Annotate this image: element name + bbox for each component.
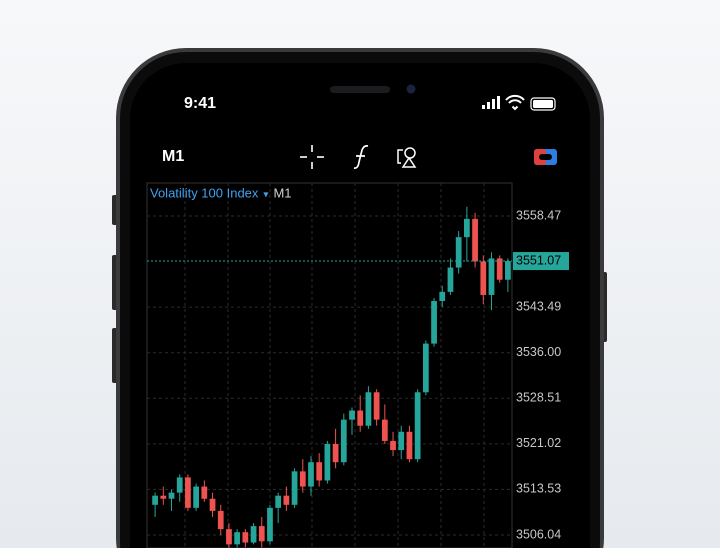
candle-body [226,529,232,545]
candle-body [324,443,331,481]
candle-body [505,261,511,280]
candle-body [217,510,224,530]
candle-body [422,343,429,393]
y-tick-label: 3528.51 [516,391,561,405]
timeframe-button[interactable]: M1 [162,148,184,165]
candle-body [496,258,503,280]
candle-body [464,218,470,238]
candle-body [234,532,241,545]
indicator-icon[interactable] [353,144,369,169]
candle-body [152,495,158,505]
battery-level [533,100,553,108]
candle-body [275,495,282,508]
chart-panel [146,182,513,549]
candle-body [168,492,175,499]
candle-body [381,419,388,441]
candle-body [185,477,191,508]
candle-body [242,532,249,543]
candle-body [349,410,355,420]
y-tick-label: 3506.04 [516,527,561,541]
signal-icon [482,96,500,109]
objects-icon[interactable] [397,147,417,168]
crosshair-icon[interactable] [300,145,324,169]
y-tick-label: 3558.47 [516,208,561,222]
status-time: 9:41 [184,95,216,112]
toggle-knob [539,154,552,160]
speaker [330,86,390,93]
candle-body [455,237,462,268]
candle-body [258,526,265,542]
candle-body [267,507,273,542]
plot-area [147,206,512,548]
candle-body [176,477,183,493]
candle-body [488,258,495,295]
candle-body [398,431,405,451]
camera [406,84,416,94]
candle-body [193,486,199,508]
candle-body [316,462,323,481]
candle-body [373,392,380,420]
battery-icon [530,97,556,111]
candle-body [357,410,364,426]
y-tick-label: 3543.49 [516,299,561,313]
y-tick-label: 3513.53 [516,482,561,496]
symbol-name[interactable]: Volatility 100 Index [150,185,259,200]
candle-body [472,218,478,262]
candle-body [299,471,306,487]
candle-body [431,301,437,344]
candle-body [439,291,446,302]
candle-body [414,392,421,460]
candle-body [283,495,290,505]
y-tick-label: 3521.02 [516,436,561,450]
candle-body [308,462,314,487]
candle-body [209,498,216,511]
candle-body [406,431,413,460]
candle-body [332,443,339,463]
candle-body [365,392,372,426]
candle-body [340,419,347,463]
candle-body [160,495,167,499]
candle-body [480,261,487,295]
last-price-label: 3551.07 [516,253,561,267]
wifi-icon [505,94,525,111]
candle-body [291,471,298,505]
candle-body [447,267,454,292]
time-grid [184,183,485,548]
last-price-box [513,252,569,271]
candle-body [250,526,257,543]
symbol-dropdown[interactable]: ▾ [263,190,268,201]
candle-body [201,486,208,499]
candle-body [390,440,396,451]
y-tick-label: 3536.00 [516,345,561,359]
chart-timeframe: M1 [273,185,291,200]
